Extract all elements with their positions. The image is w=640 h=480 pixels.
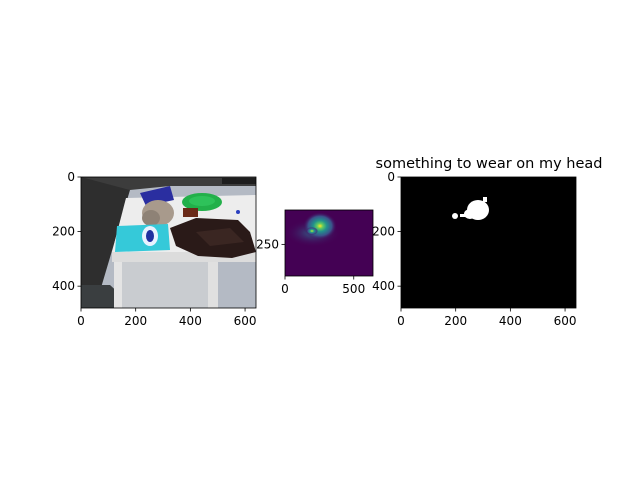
- heatmap-axes: 0 500 250: [256, 209, 374, 296]
- y-tick-label: 0: [387, 170, 395, 184]
- heatmap-image: [285, 210, 373, 276]
- y-tick-label: 400: [372, 279, 395, 293]
- heatmap-panel: 0 500 250: [256, 209, 374, 296]
- mask-title: something to wear on my head: [376, 156, 603, 172]
- y-tick-label: 0: [67, 170, 75, 184]
- x-tick-label: 400: [179, 314, 202, 328]
- x-tick-label: 600: [554, 314, 577, 328]
- x-tick-label: 0: [77, 314, 85, 328]
- x-tick-label: 200: [444, 314, 467, 328]
- x-tick-label: 500: [342, 282, 365, 296]
- rgb-image-panel: 0 200 400 600 0 200 400: [52, 170, 256, 328]
- axes-frame: [400, 176, 577, 309]
- y-tick-label: 250: [256, 237, 279, 251]
- heatmap-hotspot: [303, 212, 337, 240]
- x-tick-label: 200: [124, 314, 147, 328]
- table-leg-right: [208, 262, 218, 308]
- brown-box: [183, 208, 198, 217]
- x-tick-label: 0: [397, 314, 405, 328]
- mask-image: [401, 177, 576, 308]
- table-leg-left: [114, 262, 122, 308]
- mask-small-blob: [452, 213, 458, 219]
- mask-blob: [452, 197, 489, 220]
- mask-panel: something to wear on my head 0 200 400 6000…: [372, 156, 602, 328]
- left-wall: [81, 177, 130, 308]
- y-tick-label: 200: [372, 225, 395, 239]
- blue-bag: [140, 186, 174, 206]
- x-tick-label: 600: [234, 314, 257, 328]
- under-table: [122, 262, 208, 308]
- rgb-image-axes: 0 200 400 600 0 200 400: [52, 170, 256, 328]
- x-tick-label: 0: [281, 282, 289, 296]
- back-wall: [81, 177, 256, 218]
- mask-axes: 0 200 400 600 0 200 400: [372, 170, 576, 328]
- rgb-image: [81, 177, 256, 308]
- y-tick-label: 200: [52, 225, 75, 239]
- y-tick-label: 400: [52, 279, 75, 293]
- axes-frame: [284, 209, 374, 277]
- x-tick-label: 400: [499, 314, 522, 328]
- axes-frame: [80, 176, 257, 309]
